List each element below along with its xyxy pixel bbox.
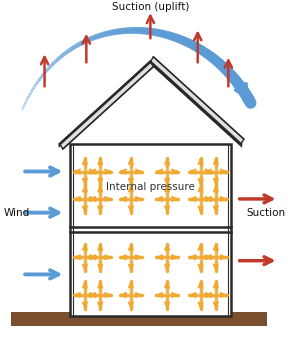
Bar <box>70 144 231 316</box>
Bar <box>11 312 267 326</box>
Polygon shape <box>60 62 241 145</box>
Text: Wind: Wind <box>3 208 30 218</box>
Polygon shape <box>60 62 153 149</box>
Text: Suction (uplift): Suction (uplift) <box>112 2 189 12</box>
Text: Suction: Suction <box>247 208 285 218</box>
Polygon shape <box>150 57 244 144</box>
Text: Internal pressure: Internal pressure <box>106 182 195 192</box>
